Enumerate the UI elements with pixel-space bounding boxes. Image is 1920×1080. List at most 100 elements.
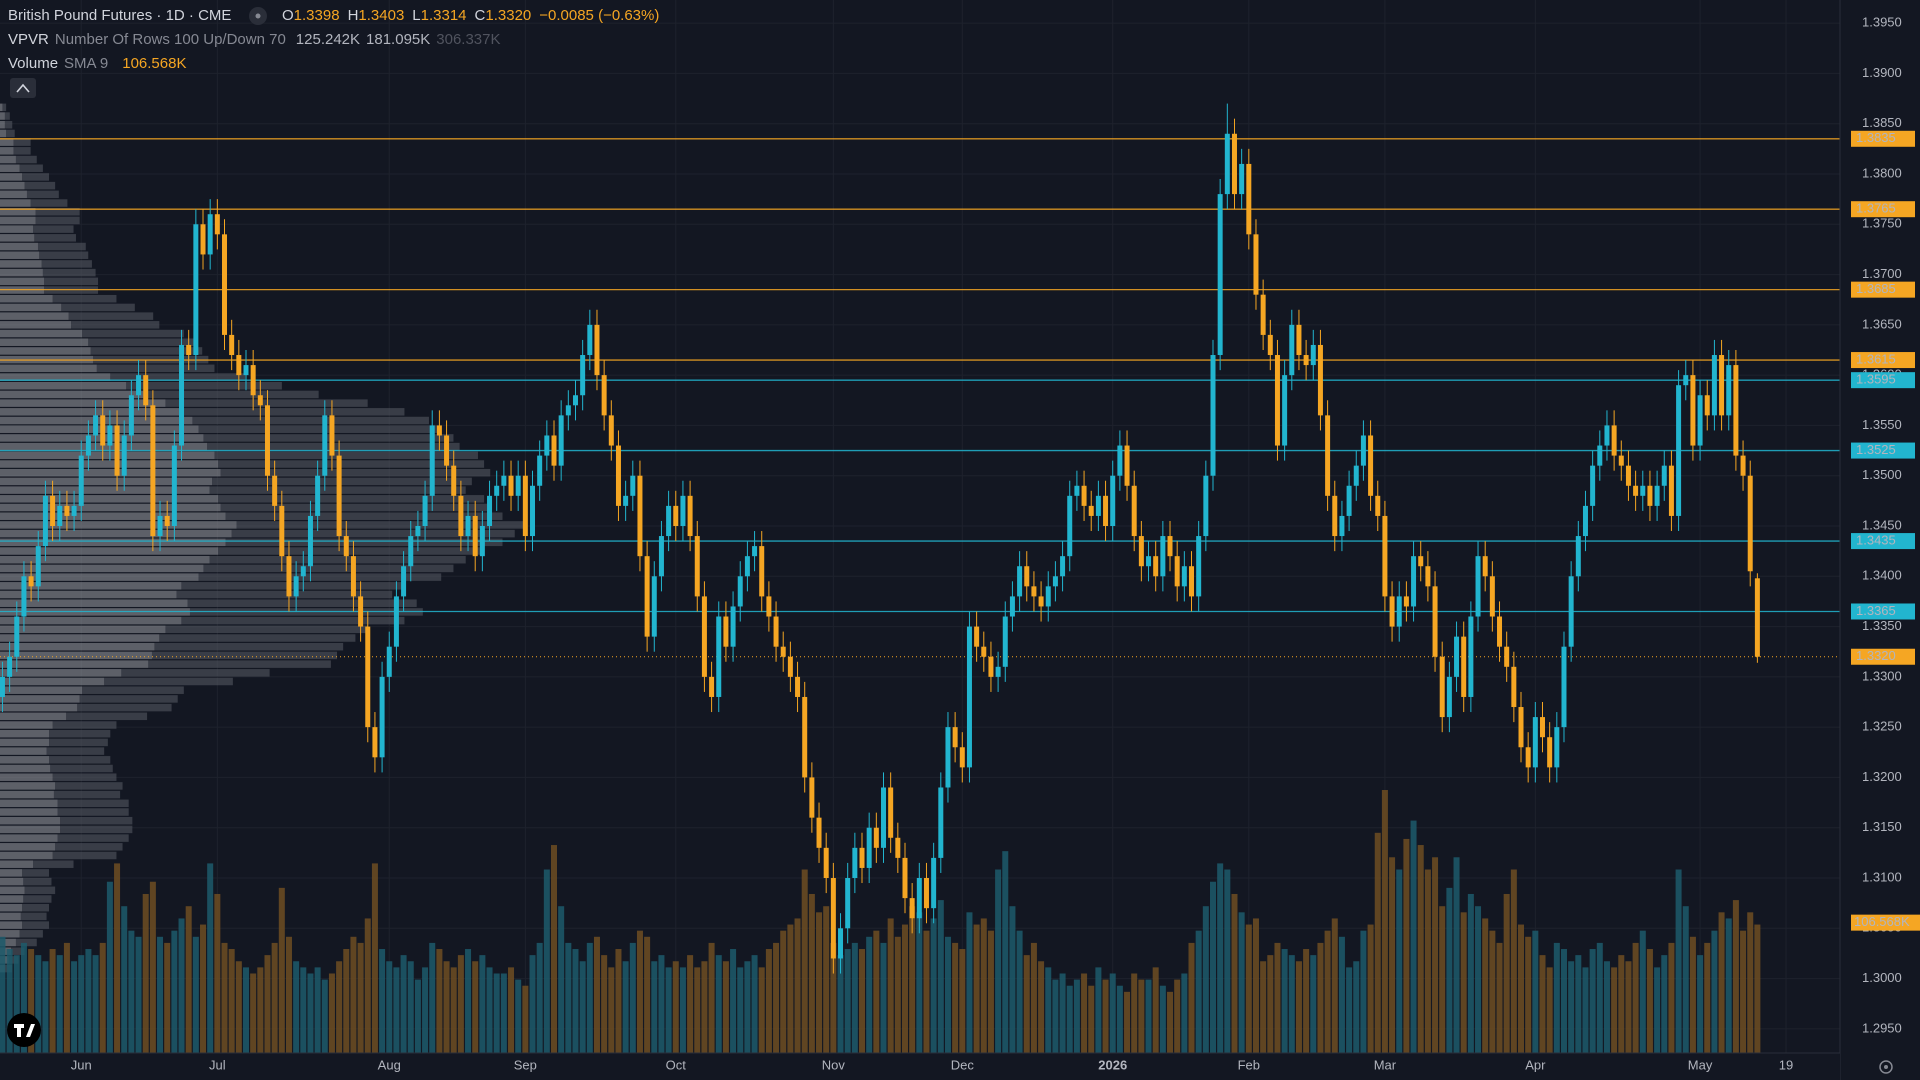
- level-label-bg: [1851, 533, 1915, 550]
- candle-body: [1138, 536, 1144, 567]
- profile-up: [0, 590, 177, 599]
- collapse-bg[interactable]: [10, 78, 36, 98]
- profile-up: [0, 138, 14, 146]
- level-label-bg: [1851, 603, 1915, 620]
- volume-bar: [644, 936, 651, 1053]
- candle-body: [1017, 566, 1023, 597]
- level-label: 1.3435: [1856, 533, 1896, 548]
- candle-body: [171, 445, 177, 526]
- profile-down: [148, 660, 331, 668]
- volume-bar: [364, 918, 371, 1053]
- level-label-bg: [1851, 201, 1915, 218]
- volume-bar: [1317, 942, 1324, 1053]
- volume-bar: [1460, 912, 1467, 1053]
- level-label: 1.3525: [1856, 442, 1896, 457]
- profile-down: [6, 129, 15, 138]
- candle-body: [272, 475, 278, 506]
- volume-bar: [1467, 893, 1474, 1053]
- candle-body: [21, 576, 27, 617]
- profile-down: [30, 199, 68, 207]
- candle-body: [658, 536, 664, 577]
- indicator-value: 106.568K: [122, 55, 186, 72]
- profile-down: [71, 321, 160, 329]
- candle-body: [1461, 636, 1467, 697]
- candle-body: [1740, 455, 1746, 476]
- volume-bar: [579, 961, 586, 1053]
- profile-up: [0, 321, 72, 329]
- settings-button[interactable]: [1879, 1060, 1893, 1074]
- volume-bar: [887, 918, 894, 1053]
- collapse-button[interactable]: [10, 78, 36, 98]
- profile-down: [154, 642, 344, 651]
- candle-body: [1454, 636, 1460, 677]
- logo[interactable]: [7, 1013, 41, 1047]
- candle-body: [644, 556, 650, 637]
- profile-up: [0, 895, 24, 903]
- profile-up: [0, 495, 219, 503]
- profile-down: [231, 529, 515, 538]
- volume-bar: [851, 942, 858, 1053]
- volume-bar: [257, 967, 264, 1053]
- volume-bar: [1274, 942, 1281, 1053]
- volume-bar: [1038, 961, 1045, 1053]
- volume-bar: [386, 961, 393, 1053]
- candle-body: [1704, 395, 1710, 416]
- profile-up: [0, 147, 14, 155]
- profile-up: [0, 225, 34, 233]
- volume-bar: [207, 863, 214, 1053]
- volume-bar: [1167, 991, 1174, 1053]
- visibility-toggle[interactable]: [249, 7, 267, 25]
- volume-bar: [765, 949, 772, 1053]
- volume-bar: [1432, 857, 1439, 1053]
- profile-up: [0, 190, 27, 199]
- volume-bar: [1231, 893, 1238, 1053]
- candle-body: [601, 375, 607, 416]
- volume-bar: [536, 942, 543, 1053]
- profile-down: [61, 303, 135, 312]
- profile-up: [0, 364, 97, 373]
- volume-bar: [1661, 955, 1668, 1053]
- volume-bar: [1260, 961, 1267, 1053]
- profile-up: [0, 903, 23, 912]
- volume-profile: [0, 103, 527, 973]
- volume-bar: [909, 906, 916, 1053]
- candle-body: [1382, 515, 1388, 597]
- profile-down: [42, 268, 96, 277]
- volume-bar: [572, 949, 579, 1053]
- profile-down: [44, 277, 99, 286]
- volume-bar: [350, 936, 357, 1053]
- candle-body: [1189, 566, 1195, 597]
- candle-body: [250, 365, 256, 396]
- ohlc-value: 1.3314: [421, 7, 467, 24]
- candle-body: [214, 214, 220, 235]
- volume-bar: [1747, 912, 1754, 1053]
- volume-bar: [357, 942, 364, 1053]
- profile-down: [20, 912, 47, 921]
- candle-body: [522, 475, 528, 537]
- candles: [0, 103, 1760, 974]
- header-line: British Pound Futures · 1D · CME: [8, 7, 231, 24]
- candle-body: [487, 495, 493, 526]
- candle-body: [128, 395, 134, 436]
- volume-bar: [1689, 936, 1696, 1053]
- profile-up: [0, 564, 204, 573]
- settings-icon[interactable]: [1879, 1060, 1893, 1074]
- volume-bar: [593, 936, 600, 1053]
- candle-body: [1468, 616, 1474, 697]
- profile-up: [0, 381, 127, 390]
- eye-icon: [255, 13, 261, 19]
- y-tick-label: 1.3400: [1862, 568, 1902, 583]
- y-tick-label: 1.3250: [1862, 719, 1902, 734]
- volume-bar: [1281, 949, 1288, 1053]
- level-label: 1.3765: [1856, 201, 1896, 216]
- candle-body: [981, 646, 987, 657]
- candle-body: [1697, 395, 1703, 446]
- profile-up: [0, 173, 23, 181]
- volume-bar: [149, 881, 156, 1053]
- volume-bar: [551, 845, 558, 1053]
- logo-bg[interactable]: [7, 1013, 41, 1047]
- profile-down: [198, 573, 442, 581]
- candle-body: [1160, 536, 1166, 577]
- volume-bar: [608, 967, 615, 1053]
- profile-up: [0, 555, 210, 564]
